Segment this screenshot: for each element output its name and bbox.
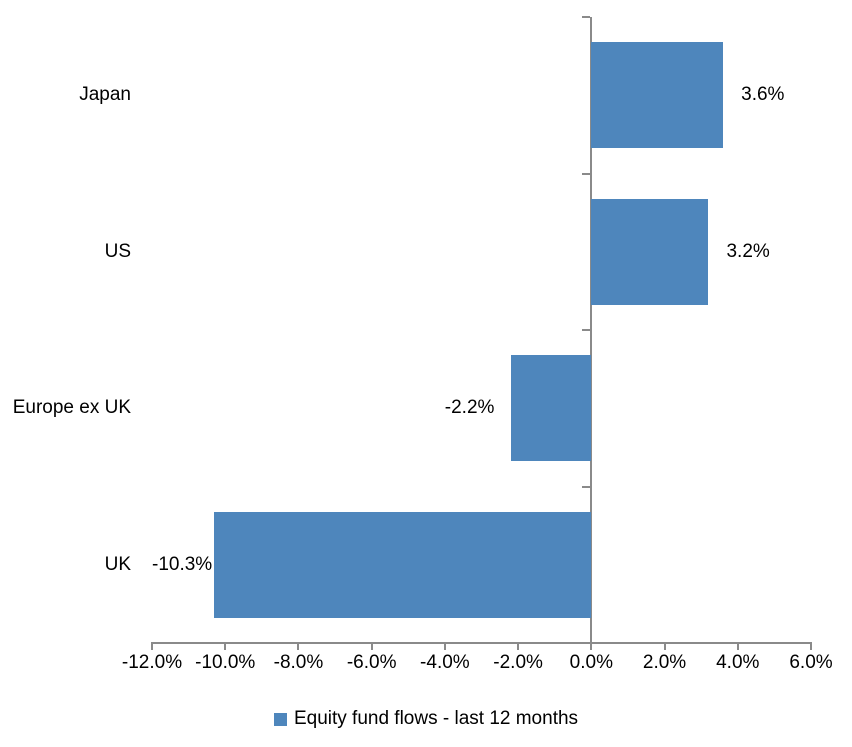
x-tick-label: -4.0% <box>420 652 470 673</box>
x-tick-label: 4.0% <box>716 652 760 673</box>
y-axis-tick <box>582 172 591 175</box>
x-axis-tick <box>224 644 227 650</box>
bar-europe-ex-uk <box>510 355 592 462</box>
x-axis-tick <box>443 644 446 650</box>
bar-uk <box>214 511 592 618</box>
y-axis-line <box>590 17 593 650</box>
data-label: -10.3% <box>152 553 213 575</box>
x-axis-tick <box>517 644 520 650</box>
legend-swatch-icon <box>273 712 287 726</box>
x-axis-tick <box>663 644 666 650</box>
legend: Equity fund flows - last 12 months <box>0 706 852 732</box>
x-axis-tick <box>370 644 373 650</box>
x-tick-label: 2.0% <box>642 652 687 673</box>
legend-label: Equity fund flows - last 12 months <box>293 708 579 729</box>
category-label: US <box>104 240 131 262</box>
x-tick-label: -12.0% <box>121 652 183 673</box>
data-label: 3.6% <box>741 84 785 106</box>
category-label: Europe ex UK <box>12 397 131 419</box>
x-axis-line <box>151 642 812 644</box>
x-tick-label: -10.0% <box>195 652 256 673</box>
x-tick-label: -6.0% <box>346 652 397 673</box>
x-axis-tick <box>810 644 812 650</box>
bar-us <box>591 198 709 305</box>
x-axis-tick <box>736 644 739 650</box>
category-label: Japan <box>79 84 131 106</box>
y-axis-tick <box>582 16 591 18</box>
data-label: -2.2% <box>444 397 495 419</box>
bar-japan <box>591 42 724 149</box>
x-tick-label: -8.0% <box>273 652 324 673</box>
data-label: 3.2% <box>726 240 770 262</box>
x-axis-tick <box>151 644 153 650</box>
y-axis-tick <box>582 642 591 644</box>
category-label: UK <box>104 553 131 575</box>
x-axis-tick <box>297 644 300 650</box>
x-tick-label: 0.0% <box>569 652 613 673</box>
x-tick-label: -2.0% <box>493 652 543 673</box>
y-axis-tick <box>582 329 591 331</box>
y-axis-tick <box>582 485 591 488</box>
x-tick-label: 6.0% <box>789 652 833 673</box>
